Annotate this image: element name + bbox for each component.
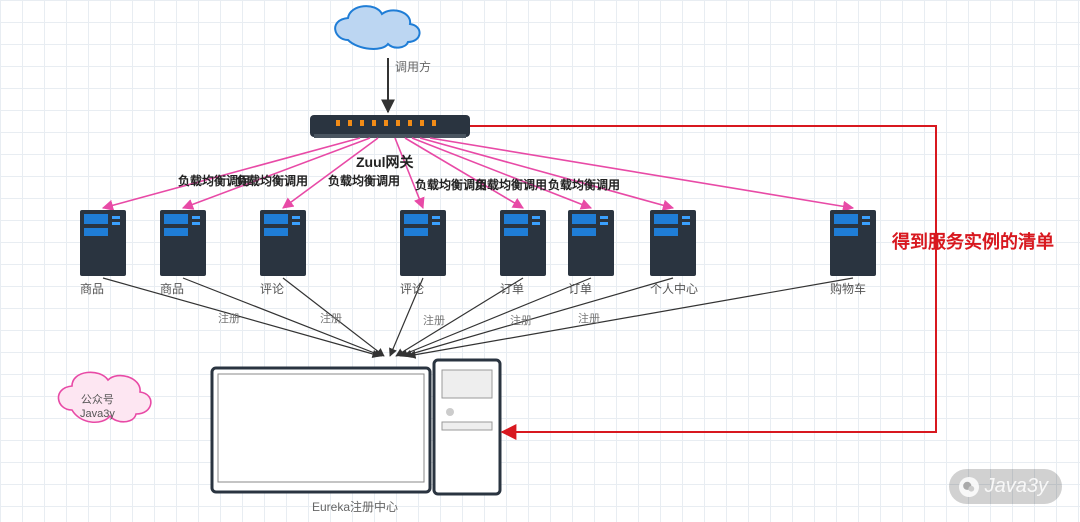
server-node [500,210,546,276]
register-label: 注册 [218,310,240,326]
server-node [830,210,876,276]
load-balance-label: 负载均衡调用 [475,176,547,193]
register-arrows [103,278,853,356]
server-label: 商品 [160,280,184,297]
server-label: 评论 [400,280,424,297]
server-label: 订单 [568,280,592,297]
diagram-svg [0,0,1080,522]
server-node [160,210,206,276]
load-balance-label: 负载均衡调用 [328,172,400,189]
caller-cloud [335,6,419,49]
caller-label: 调用方 [395,58,431,75]
server-label: 订单 [500,280,524,297]
server-label: 评论 [260,280,284,297]
load-balance-label: 负载均衡调用 [236,172,308,189]
red-path-label: 得到服务实例的清单 [892,228,1054,254]
eureka-server [212,360,500,494]
eureka-label: Eureka注册中心 [312,498,398,515]
gateway-label: Zuul网关 [356,152,414,172]
server-label: 个人中心 [650,280,698,297]
register-label: 注册 [510,312,532,328]
register-label: 注册 [423,312,445,328]
watermark: Java3y [949,469,1062,504]
server-label: 购物车 [830,280,866,297]
servers-group [80,210,876,276]
server-node [568,210,614,276]
server-node [80,210,126,276]
author-badge-line1: 公众号 [80,394,115,408]
wechat-icon [959,477,979,497]
watermark-text: Java3y [985,475,1048,498]
server-node [260,210,306,276]
server-node [400,210,446,276]
zuul-gateway [310,115,470,138]
register-label: 注册 [320,310,342,326]
register-label: 注册 [578,310,600,326]
server-node [650,210,696,276]
author-badge-text: 公众号 Java3y [80,394,115,422]
red-route [470,126,936,432]
load-balance-label: 负载均衡调用 [548,176,620,193]
server-label: 商品 [80,280,104,297]
author-badge-line2: Java3y [80,408,115,422]
